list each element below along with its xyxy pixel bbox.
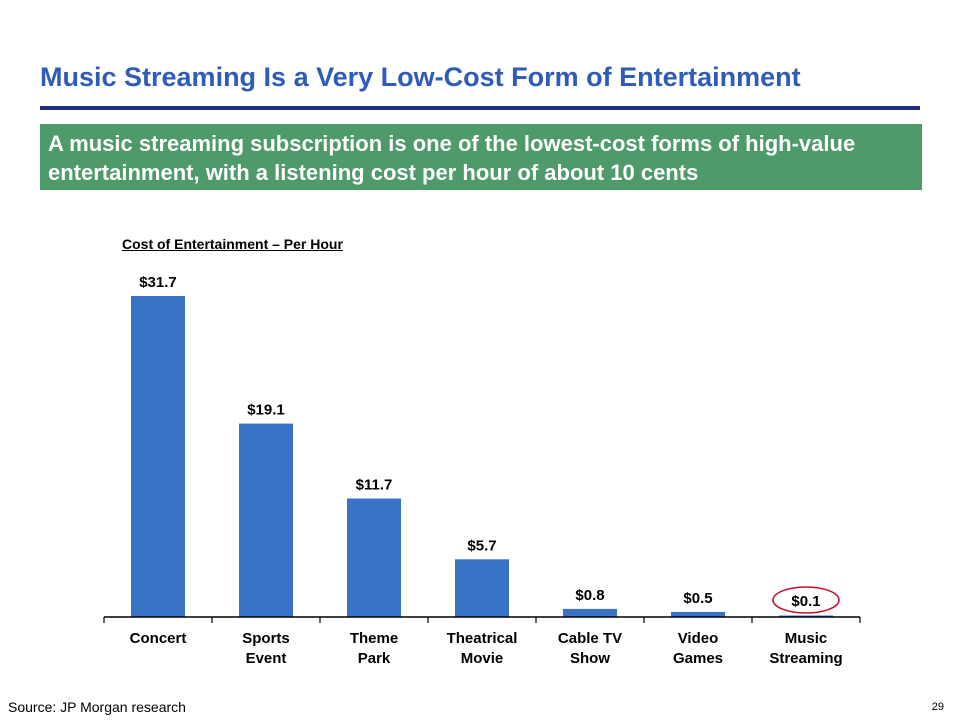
- bar: [239, 423, 293, 617]
- page-number: 29: [931, 701, 944, 713]
- chart-title: Cost of Entertainment – Per Hour: [122, 236, 343, 252]
- x-tick-label: Concert: [130, 630, 187, 647]
- bar: [671, 611, 725, 617]
- x-tick-label: Show: [570, 650, 610, 667]
- data-label: $19.1: [247, 402, 285, 419]
- bar: [131, 296, 185, 617]
- data-label: $0.8: [575, 587, 604, 604]
- title-underline-divider: [40, 106, 920, 110]
- data-label: $11.7: [356, 477, 393, 494]
- x-tick-label: Streaming: [769, 650, 842, 667]
- x-tick-label: Sports: [242, 630, 290, 647]
- x-tick-label: Movie: [461, 650, 504, 667]
- bar: [347, 498, 401, 617]
- x-tick-label: Event: [246, 650, 287, 667]
- data-label: $0.1: [791, 593, 820, 610]
- source-note: Source: JP Morgan research: [8, 699, 186, 715]
- data-label: $0.5: [683, 590, 712, 607]
- highlight-circle: [772, 586, 840, 614]
- key-message-banner: A music streaming subscription is one of…: [40, 124, 922, 190]
- x-tick-label: Video: [678, 630, 719, 647]
- page-title: Music Streaming Is a Very Low-Cost Form …: [40, 62, 801, 92]
- x-tick-label: Theatrical: [447, 630, 518, 647]
- x-tick-label: Cable TV: [558, 630, 622, 647]
- x-tick-label: Park: [358, 650, 391, 667]
- x-tick-label: Games: [673, 650, 723, 667]
- bar: [563, 608, 617, 617]
- x-tick-label: Theme: [350, 630, 398, 647]
- data-label: $5.7: [467, 537, 496, 554]
- data-label: $31.7: [139, 274, 177, 291]
- bar: [455, 559, 509, 617]
- x-tick-label: Music: [785, 630, 828, 647]
